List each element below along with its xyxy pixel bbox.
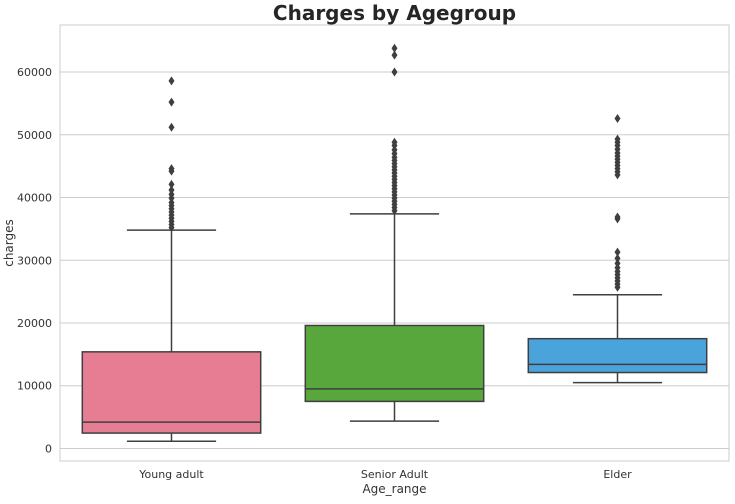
- outlier-point: [614, 212, 621, 222]
- x-tick-label: Elder: [603, 468, 632, 481]
- box-iqr: [527, 337, 708, 374]
- outlier-point: [168, 122, 175, 132]
- outlier-point: [614, 113, 621, 123]
- y-tick-label: 10000: [17, 380, 52, 393]
- y-axis-ticks: 0 10000 20000 30000 40000 50000 60000: [17, 66, 52, 455]
- outlier-point: [391, 43, 398, 53]
- y-axis-label: charges: [2, 219, 16, 267]
- outlier-point: [614, 134, 621, 144]
- y-tick-label: 50000: [17, 129, 52, 142]
- outlier-point: [168, 164, 175, 174]
- outlier-point: [168, 97, 175, 107]
- box-group: [527, 113, 708, 384]
- box-series: [81, 43, 708, 442]
- box-group: [81, 76, 262, 442]
- outlier-point: [391, 50, 398, 60]
- y-tick-label: 40000: [17, 192, 52, 205]
- outlier-point: [168, 185, 175, 195]
- x-axis-ticks: Young adult Senior Adult Elder: [138, 468, 632, 481]
- y-tick-label: 30000: [17, 254, 52, 267]
- outlier-point: [614, 247, 621, 257]
- y-tick-label: 0: [45, 442, 52, 455]
- y-tick-label: 20000: [17, 317, 52, 330]
- x-tick-label: Senior Adult: [361, 468, 429, 481]
- box-iqr: [304, 324, 485, 403]
- outlier-point: [391, 67, 398, 77]
- chart-title: Charges by Agegroup: [273, 1, 516, 25]
- outlier-point: [391, 137, 398, 147]
- outlier-point: [614, 253, 621, 263]
- outlier-point: [614, 258, 621, 268]
- box-group: [304, 43, 485, 422]
- y-tick-label: 60000: [17, 66, 52, 79]
- outlier-point: [168, 179, 175, 189]
- box-iqr: [81, 351, 262, 434]
- x-axis-label: Age_range: [362, 482, 426, 496]
- x-tick-label: Young adult: [138, 468, 204, 481]
- outlier-point: [168, 76, 175, 86]
